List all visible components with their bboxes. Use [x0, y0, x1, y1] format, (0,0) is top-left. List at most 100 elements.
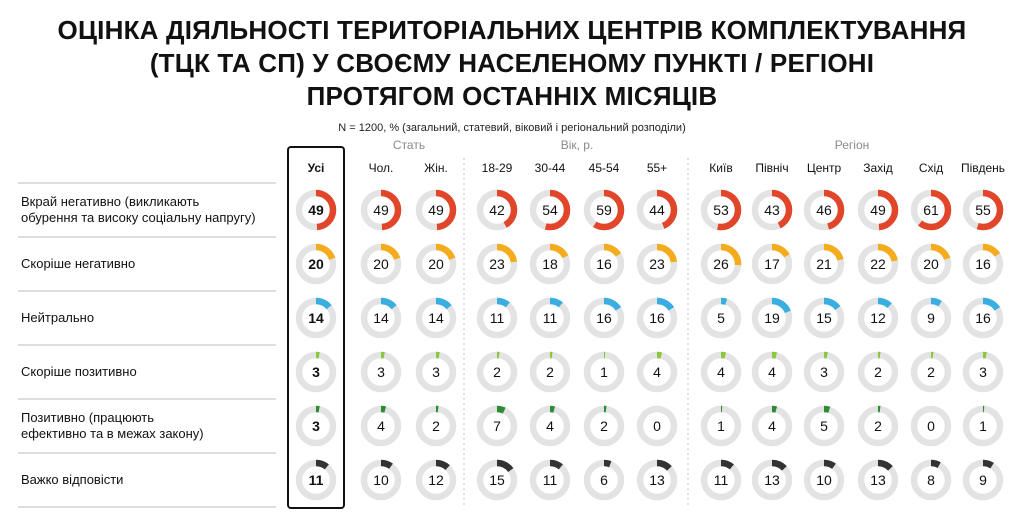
data-label: 11 — [490, 310, 505, 326]
donut-arc — [415, 189, 457, 231]
row-label: обурення та високу соціальну напругу) — [21, 210, 256, 225]
data-label: 4 — [768, 418, 776, 434]
donut-arc — [415, 243, 457, 285]
data-label: 2 — [927, 364, 935, 380]
donut-arc — [751, 189, 793, 231]
donut-arc — [751, 243, 793, 285]
data-label: 54 — [542, 202, 558, 218]
column-header: Чол. — [369, 161, 394, 175]
data-label: 8 — [927, 472, 935, 488]
donut-arc — [803, 243, 845, 285]
donut-arc — [476, 405, 518, 447]
data-label: 49 — [373, 202, 389, 218]
donut-arc — [962, 351, 1004, 393]
column-header: 18-29 — [482, 161, 513, 175]
data-label: 11 — [543, 310, 558, 326]
data-label: 5 — [717, 310, 725, 326]
data-label: 9 — [979, 472, 987, 488]
column-header: 30-44 — [535, 161, 566, 175]
column-header: Захід — [863, 161, 893, 175]
data-label: 3 — [432, 364, 440, 380]
data-label: 12 — [870, 310, 886, 326]
data-label: 49 — [308, 202, 324, 218]
donut-arc — [910, 189, 952, 231]
data-label: 4 — [653, 364, 661, 380]
group-label: Регіон — [835, 138, 870, 152]
donut-arc — [700, 243, 742, 285]
data-label: 20 — [428, 256, 444, 272]
data-label: 14 — [308, 310, 324, 326]
row-label: Важко відповісти — [21, 472, 123, 487]
group-label: Стать — [393, 138, 425, 152]
donut-arc — [803, 459, 845, 501]
data-label: 26 — [713, 256, 729, 272]
donut-arc — [476, 351, 518, 393]
data-label: 2 — [600, 418, 608, 434]
donut-arc — [857, 297, 899, 339]
donut-arc — [360, 351, 402, 393]
column-header: Південь — [961, 161, 1005, 175]
donut-arc — [857, 351, 899, 393]
chart-title: ОЦІНКА ДІЯЛЬНОСТІ ТЕРИТОРІАЛЬНИХ ЦЕНТРІВ… — [0, 14, 1024, 113]
data-label: 20 — [373, 256, 389, 272]
donut-arc — [857, 189, 899, 231]
data-label: 11 — [714, 472, 729, 488]
donut-arc — [583, 243, 625, 285]
data-label: 18 — [542, 256, 558, 272]
donut-arc — [295, 351, 337, 393]
donut-arc — [700, 297, 742, 339]
data-label: 16 — [649, 310, 665, 326]
title-line-1: ОЦІНКА ДІЯЛЬНОСТІ ТЕРИТОРІАЛЬНИХ ЦЕНТРІВ… — [57, 15, 967, 45]
column-header: Усі — [308, 161, 325, 175]
donut-arc — [583, 189, 625, 231]
donut-arc — [751, 297, 793, 339]
data-label: 61 — [923, 202, 939, 218]
data-label: 2 — [546, 364, 554, 380]
data-label: 21 — [816, 256, 832, 272]
donut-arc — [529, 351, 571, 393]
data-label: 15 — [816, 310, 832, 326]
donut-arc — [529, 243, 571, 285]
data-label: 20 — [308, 256, 324, 272]
column-header: Схід — [919, 161, 943, 175]
donut-arc — [962, 459, 1004, 501]
donut-arc — [583, 351, 625, 393]
data-label: 42 — [489, 202, 505, 218]
title-line-3: ПРОТЯГОМ ОСТАННІХ МІСЯЦІВ — [306, 81, 718, 111]
donut-arc — [962, 297, 1004, 339]
donut-arc — [295, 243, 337, 285]
row-label: Позитивно (працюють — [21, 410, 154, 425]
donut-arc — [803, 405, 845, 447]
data-label: 15 — [489, 472, 505, 488]
data-label: 12 — [428, 472, 444, 488]
donut-arc — [476, 297, 518, 339]
donut-arc — [857, 405, 899, 447]
data-label: 11 — [543, 472, 558, 488]
donut-arc — [751, 405, 793, 447]
data-label: 46 — [816, 202, 832, 218]
data-label: 16 — [596, 310, 612, 326]
data-label: 23 — [489, 256, 505, 272]
data-label: 3 — [377, 364, 385, 380]
donut-arc — [360, 459, 402, 501]
donut-arc — [636, 297, 678, 339]
donut-arc — [529, 297, 571, 339]
donut-arc — [295, 297, 337, 339]
donut-arc — [360, 189, 402, 231]
data-label: 9 — [927, 310, 935, 326]
donut-arc — [803, 189, 845, 231]
donut-arc — [803, 351, 845, 393]
data-label: 13 — [870, 472, 886, 488]
data-label: 2 — [874, 418, 882, 434]
data-label: 5 — [820, 418, 828, 434]
data-label: 3 — [312, 418, 320, 434]
data-label: 0 — [927, 418, 935, 434]
donut-arc — [636, 243, 678, 285]
donut-arc — [962, 405, 1004, 447]
data-label: 49 — [870, 202, 886, 218]
row-label: Скоріше позитивно — [21, 364, 137, 379]
data-label: 0 — [653, 418, 661, 434]
donut-arc — [700, 459, 742, 501]
data-label: 59 — [596, 202, 612, 218]
data-label: 14 — [428, 310, 444, 326]
